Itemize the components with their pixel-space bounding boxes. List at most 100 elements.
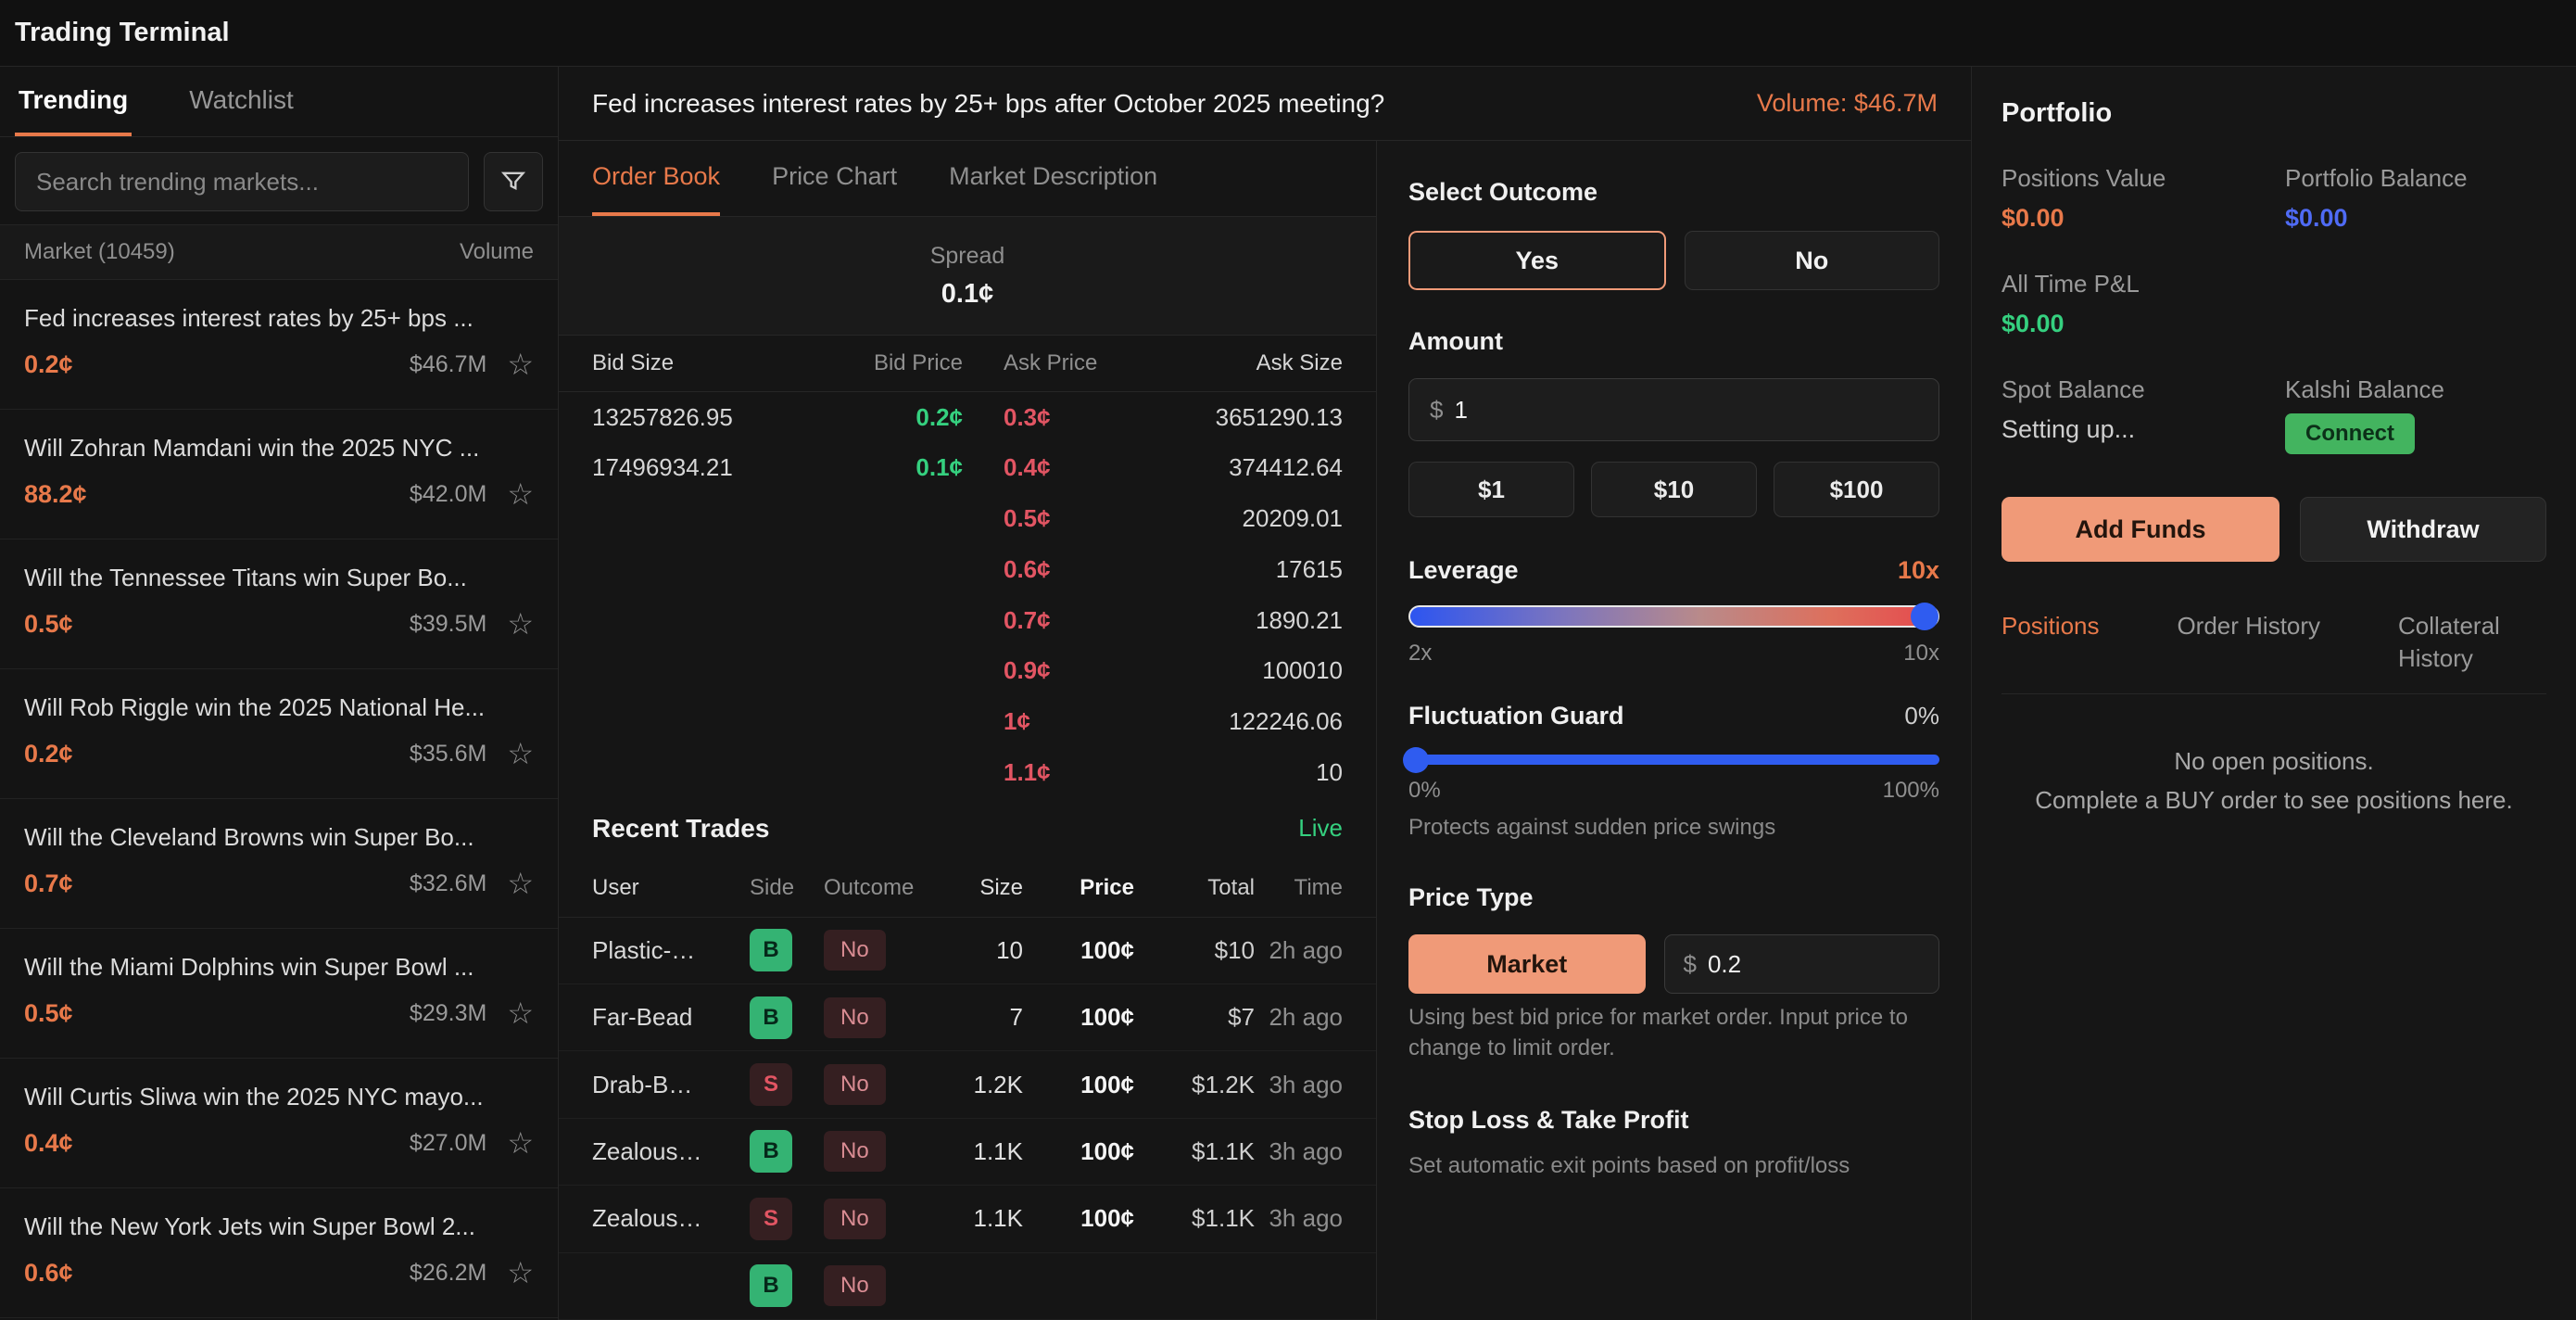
empty-positions-hint: Complete a BUY order to see positions he… — [2001, 781, 2546, 820]
stop-loss-take-profit-hint: Set automatic exit points based on profi… — [1408, 1151, 1939, 1181]
no-button[interactable]: No — [1685, 231, 1940, 290]
tab-order-book[interactable]: Order Book — [592, 141, 720, 216]
ask-price: 0.4¢ — [963, 453, 1157, 482]
star-icon[interactable]: ☆ — [507, 869, 534, 898]
bid-size: 13257826.95 — [592, 403, 814, 432]
orderbook-row[interactable]: 0.7¢ 1890.21 — [559, 595, 1376, 646]
trade-row[interactable]: Drab-B… S No 1.2K 100¢ $1.2K 3h ago — [559, 1051, 1376, 1118]
sidebar-tabs: Trending Watchlist — [0, 67, 558, 137]
trade-row[interactable]: Plastic-… B No 10 100¢ $10 2h ago — [559, 918, 1376, 984]
star-icon[interactable]: ☆ — [507, 739, 534, 768]
market-question: Fed increases interest rates by 25+ bps … — [592, 89, 1384, 119]
orderbook-row[interactable]: 1¢ 122246.06 — [559, 696, 1376, 747]
orderbook-row[interactable]: 1.1¢ 10 — [559, 747, 1376, 798]
market-price: 0.2¢ — [24, 350, 73, 379]
market-volume: $46.7M — [410, 351, 486, 378]
trade-time: 2h ago — [1255, 936, 1343, 965]
trade-row[interactable]: B No — [559, 1253, 1376, 1320]
volume-column-header: Volume — [460, 239, 534, 265]
app-title: Trading Terminal — [15, 18, 230, 48]
trades-column-headers: User Side Outcome Size Price Total Time — [559, 859, 1376, 918]
trade-row[interactable]: Far-Bead B No 7 100¢ $7 2h ago — [559, 984, 1376, 1051]
orderbook-row[interactable]: 17496934.21 0.1¢ 0.4¢ 374412.64 — [559, 442, 1376, 493]
leverage-slider[interactable] — [1408, 605, 1939, 628]
market-list-item[interactable]: Will the Tennessee Titans win Super Bo..… — [0, 539, 558, 669]
ask-size: 3651290.13 — [1157, 403, 1343, 432]
orderbook-row[interactable]: 0.6¢ 17615 — [559, 544, 1376, 595]
market-list: Fed increases interest rates by 25+ bps … — [0, 280, 558, 1320]
tab-trending[interactable]: Trending — [15, 67, 132, 136]
yes-button[interactable]: Yes — [1408, 231, 1666, 290]
star-icon[interactable]: ☆ — [507, 998, 534, 1028]
market-price: 0.4¢ — [24, 1129, 73, 1158]
orderbook-row[interactable]: 0.5¢ 20209.01 — [559, 493, 1376, 544]
ask-price: 0.5¢ — [963, 504, 1157, 533]
star-icon[interactable]: ☆ — [507, 479, 534, 509]
market-list-item[interactable]: Will the Miami Dolphins win Super Bowl .… — [0, 929, 558, 1059]
portfolio-balance-label: Portfolio Balance — [2285, 164, 2546, 193]
outcome-badge: No — [824, 1265, 886, 1306]
amount-input[interactable]: $ 1 — [1408, 378, 1939, 441]
tab-collateral-history[interactable]: Collateral History — [2398, 610, 2546, 675]
market-name: Will Zohran Mamdani win the 2025 NYC ... — [24, 434, 534, 463]
ask-size: 1890.21 — [1157, 606, 1343, 635]
quick-amount-button[interactable]: $100 — [1774, 462, 1939, 517]
side-header: Side — [750, 875, 824, 901]
tab-positions[interactable]: Positions — [2001, 610, 2100, 675]
fluctuation-guard-label: Fluctuation Guard — [1408, 702, 1624, 730]
trade-row[interactable]: Zealous… S No 1.1K 100¢ $1.1K 3h ago — [559, 1186, 1376, 1252]
positions-value: $0.00 — [2001, 204, 2263, 233]
market-list-item[interactable]: Will Rob Riggle win the 2025 National He… — [0, 669, 558, 799]
portfolio-balance: $0.00 — [2285, 204, 2546, 233]
time-header: Time — [1255, 875, 1343, 901]
quick-amounts: $1 $10 $100 — [1408, 462, 1939, 517]
market-list-item[interactable]: Will Curtis Sliwa win the 2025 NYC mayo.… — [0, 1059, 558, 1188]
star-icon[interactable]: ☆ — [507, 349, 534, 379]
tab-watchlist[interactable]: Watchlist — [185, 67, 297, 136]
leverage-slider-handle[interactable] — [1911, 603, 1938, 630]
limit-price-input[interactable]: $ 0.2 — [1664, 934, 1940, 994]
market-order-button[interactable]: Market — [1408, 934, 1646, 994]
guard-max: 100% — [1883, 778, 1939, 804]
market-name: Will Curtis Sliwa win the 2025 NYC mayo.… — [24, 1083, 534, 1111]
live-badge: Live — [1298, 814, 1343, 843]
fluctuation-guard-slider[interactable] — [1408, 755, 1939, 765]
orderbook-row[interactable]: 13257826.95 0.2¢ 0.3¢ 3651290.13 — [559, 392, 1376, 443]
star-icon[interactable]: ☆ — [507, 609, 534, 639]
leverage-label: Leverage — [1408, 556, 1519, 585]
quick-amount-button[interactable]: $1 — [1408, 462, 1574, 517]
trade-total: $7 — [1134, 1003, 1255, 1032]
add-funds-button[interactable]: Add Funds — [2001, 497, 2279, 562]
trade-row[interactable]: Zealous… B No 1.1K 100¢ $1.1K 3h ago — [559, 1119, 1376, 1186]
portfolio-title: Portfolio — [2001, 98, 2546, 129]
star-icon[interactable]: ☆ — [507, 1258, 534, 1288]
tab-market-description[interactable]: Market Description — [949, 141, 1157, 216]
portfolio-panel: Portfolio Positions Value $0.00 Portfoli… — [1971, 67, 2576, 1320]
market-list-item[interactable]: Fed increases interest rates by 25+ bps … — [0, 280, 558, 410]
price-header: Price — [1023, 875, 1134, 901]
market-volume: $32.6M — [410, 870, 486, 897]
filter-button[interactable] — [484, 152, 543, 211]
trade-price: 100¢ — [1023, 1204, 1134, 1233]
search-input[interactable] — [15, 152, 469, 211]
orderbook-row[interactable]: 0.9¢ 100010 — [559, 646, 1376, 697]
tab-price-chart[interactable]: Price Chart — [772, 141, 897, 216]
market-name: Will the Tennessee Titans win Super Bo..… — [24, 564, 534, 592]
bid-size: 17496934.21 — [592, 453, 814, 482]
ask-size-header: Ask Size — [1157, 350, 1343, 376]
market-volume: $35.6M — [410, 741, 486, 768]
market-price: 0.2¢ — [24, 740, 73, 768]
quick-amount-button[interactable]: $10 — [1591, 462, 1757, 517]
amount-label: Amount — [1408, 327, 1939, 356]
withdraw-button[interactable]: Withdraw — [2300, 497, 2546, 562]
side-badge: B — [750, 1264, 792, 1307]
connect-button[interactable]: Connect — [2285, 413, 2415, 454]
market-name: Will the Miami Dolphins win Super Bowl .… — [24, 953, 534, 982]
star-icon[interactable]: ☆ — [507, 1128, 534, 1158]
market-list-item[interactable]: Will the New York Jets win Super Bowl 2.… — [0, 1188, 558, 1318]
market-list-item[interactable]: Will the Cleveland Browns win Super Bo..… — [0, 799, 558, 929]
fluctuation-guard-handle[interactable] — [1403, 747, 1429, 773]
market-list-item[interactable]: Will Zohran Mamdani win the 2025 NYC ...… — [0, 410, 558, 539]
tab-order-history[interactable]: Order History — [2177, 610, 2320, 675]
trade-price: 100¢ — [1023, 1137, 1134, 1166]
